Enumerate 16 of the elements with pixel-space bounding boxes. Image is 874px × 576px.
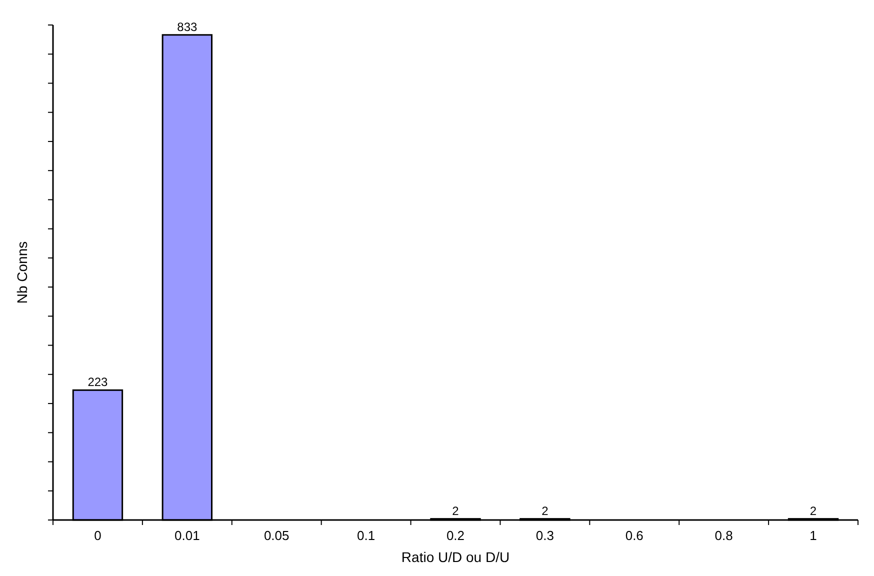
data-label: 2 [542, 504, 549, 518]
x-tick-label: 0.8 [714, 528, 733, 543]
x-tick-label: 0.3 [536, 528, 554, 543]
data-label: 223 [88, 375, 108, 390]
x-tick-label: 0.01 [174, 528, 200, 543]
x-tick-label: 1 [810, 528, 817, 543]
x-tick-label: 0.6 [625, 528, 644, 543]
data-label: 833 [177, 20, 198, 34]
x-tick-label: 0 [94, 528, 102, 543]
data-label: 2 [452, 504, 460, 518]
x-tick-label: 0.05 [264, 528, 290, 543]
x-axis-title: Ratio U/D ou D/U [401, 549, 510, 565]
x-tick-label: 0.1 [357, 528, 376, 543]
x-tick-label: 0.2 [446, 528, 465, 543]
y-axis-title: Nb Conns [14, 241, 30, 304]
data-label: 2 [810, 504, 817, 518]
